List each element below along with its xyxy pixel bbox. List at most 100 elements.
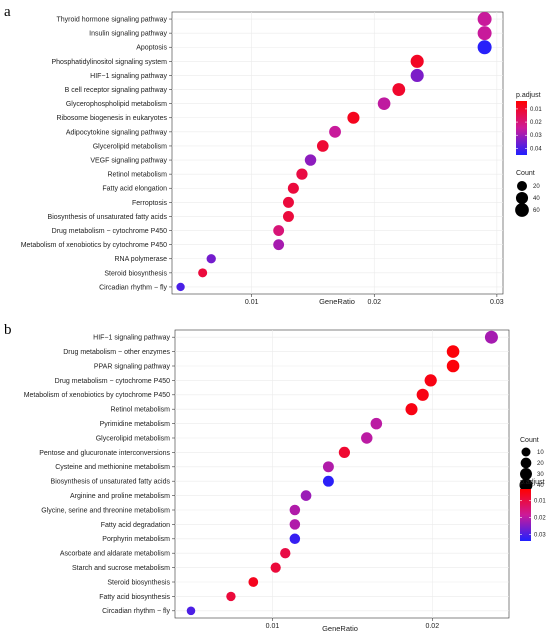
panel-b-y-tick-label: Retinol metabolism — [110, 407, 170, 414]
panel-a-color-legend-label: 0.02 — [530, 120, 542, 126]
panel-a-x-tick-label: 0.03 — [490, 299, 504, 306]
panel-a-point — [477, 12, 492, 27]
panel-b-point — [370, 417, 383, 430]
panel-b-y-tick-labels: HIF−1 signaling pathway Drug metabolism −… — [24, 335, 175, 615]
panel-b-size-legend-dot — [519, 478, 533, 492]
panel-b-point — [280, 548, 291, 559]
panel-a-points — [176, 12, 492, 292]
panel-a-point — [206, 254, 216, 264]
panel-b-point — [405, 403, 418, 416]
panel-a-point — [377, 97, 391, 110]
panel-b-y-tick-label: Pyrimidine metabolism — [100, 421, 171, 428]
panel-b-point — [270, 562, 281, 573]
panel-a-point — [410, 54, 424, 68]
panel-a-size-legend-label: 20 — [533, 184, 540, 190]
panel-b-points — [186, 330, 498, 616]
panel-a-point — [329, 125, 341, 138]
panel-a-point — [198, 268, 208, 278]
panel-a-y-tick-label: B cell receptor signaling pathway — [65, 87, 168, 94]
panel-a-size-legend-dot — [515, 191, 529, 205]
panel-b-size-legend: Count 10 20 30 40 — [519, 437, 544, 492]
panel-b-point — [416, 388, 429, 401]
panel-b-x-ticks: 0.01 0.02 — [266, 618, 439, 630]
panel-a-plot-area — [171, 11, 504, 295]
panel-b-plot-area — [174, 329, 510, 619]
panel-b-point — [361, 432, 373, 444]
panel-a-y-tick-label: Phosphatidylinositol signaling system — [51, 59, 167, 66]
panel-b-size-legend-dot — [520, 468, 532, 480]
panel-b-y-tick-label: Glycine, serine and threonine metabolism — [41, 507, 170, 514]
panel-b-point — [446, 359, 460, 373]
panel-a-color-bar — [516, 101, 527, 155]
panel-b-color-legend: p.adjust 0.01 0.02 0.03 — [520, 479, 546, 541]
panel-b-color-legend-title: p.adjust — [520, 479, 545, 486]
panel-b-point — [446, 345, 460, 358]
panel-b-y-tick-label: Ascorbate and aldarate metabolism — [60, 551, 170, 558]
panel-a-y-tick-label: Insulin signaling pathway — [89, 31, 167, 38]
panel-b-y-tick-label: PPAR signaling pathway — [94, 363, 171, 370]
panel-b-y-tick-label: Porphyrin metabolism — [102, 536, 170, 543]
panel-b-size-legend-label: 30 — [537, 472, 544, 478]
panel-b-point — [322, 461, 334, 473]
panel-b-size-legend-dot — [520, 457, 532, 469]
panel-a-y-tick-label: Thyroid hormone signaling pathway — [56, 16, 167, 23]
panel-b-tag: b — [4, 322, 12, 338]
panel-b-x-axis-title: GeneRatio — [322, 624, 358, 633]
panel-a-y-tick-label: Drug metabolism − cytochrome P450 — [52, 228, 167, 235]
panel-b-point — [300, 490, 312, 501]
panel-b-point — [322, 475, 334, 487]
panel-b-y-tick-label: Arginine and proline metabolism — [70, 493, 170, 500]
panel-b: b HIF−1 signaling pathway Drug metabolism… — [4, 322, 546, 633]
panel-a-color-legend-label: 0.01 — [530, 107, 542, 113]
panel-a-point — [282, 210, 294, 222]
panel-b-y-tick-label: Pentose and glucuronate interconversions — [39, 450, 170, 457]
panel-b-x-tick-label: 0.01 — [266, 623, 280, 630]
panel-b-y-tick-label: Fatty acid biosynthesis — [99, 594, 170, 601]
panel-b-size-legend-dot — [521, 447, 531, 457]
panel-b-y-tick-label: Glycerolipid metabolism — [96, 435, 170, 442]
panel-b-y-tick-label: Circadian rhythm − fly — [102, 608, 170, 615]
panel-a-gridlines — [172, 12, 503, 294]
panel-a-size-legend-label: 40 — [533, 196, 540, 202]
panel-a-y-tick-label: Adipocytokine signaling pathway — [66, 129, 168, 136]
panel-a-y-tick-label: RNA polymerase — [114, 256, 167, 263]
panel-a-x-tick-label: 0.01 — [245, 299, 259, 306]
panel-b-y-tick-label: HIF−1 signaling pathway — [93, 335, 170, 342]
panel-b-y-tick-label: Steroid biosynthesis — [107, 579, 170, 586]
panel-a-y-tick-label: Ribosome biogenesis in eukaryotes — [56, 115, 167, 122]
panel-a-point — [316, 140, 329, 152]
panel-a-x-ticks: 0.01 0.02 0.03 — [245, 294, 504, 306]
panel-a-size-legend: Count 20 40 60 — [515, 170, 540, 217]
panel-a-point — [392, 83, 406, 96]
panel-b-color-legend-label: 0.02 — [534, 516, 546, 522]
panel-a-y-tick-label: Metabolism of xenobiotics by cytochrome … — [21, 242, 167, 249]
panel-a-point — [273, 225, 285, 236]
panel-a-y-tick-label: Circadian rhythm − fly — [99, 284, 167, 291]
panel-b-point — [289, 519, 301, 530]
panel-a-size-legend-dot — [515, 203, 529, 217]
panel-a-y-tick-label: Fatty acid elongation — [102, 186, 167, 193]
panel-b-y-tick-label: Drug metabolism − other enzymes — [63, 349, 170, 356]
panel-a-y-tick-label: VEGF signaling pathway — [90, 157, 167, 164]
panel-b-gridlines — [175, 330, 509, 618]
panel-a-color-legend-label: 0.04 — [530, 146, 542, 152]
panel-a-color-legend: p.adjust 0.01 0.02 0.03 0.04 — [516, 92, 542, 155]
panel-a-point — [296, 168, 308, 180]
panel-b-y-tick-label: Metabolism of xenobiotics by cytochrome … — [24, 392, 170, 399]
panel-a-y-tick-label: Ferroptosis — [132, 200, 168, 207]
panel-b-size-legend-title: Count — [520, 437, 539, 444]
panel-a-point — [477, 26, 492, 41]
panel-a-y-tick-label: Retinol metabolism — [107, 172, 167, 179]
panel-b-color-bar — [520, 489, 531, 541]
panel-a-x-tick-label: 0.02 — [367, 299, 381, 306]
panel-b-y-tick-label: Biosynthesis of unsaturated fatty acids — [51, 479, 171, 486]
panel-b-point — [338, 446, 350, 458]
panel-a-point — [282, 196, 294, 208]
panel-b-y-tick-label: Starch and sucrose metabolism — [72, 565, 170, 572]
panel-b-y-tick-label: Drug metabolism − cytochrome P450 — [55, 378, 170, 385]
panel-a-size-legend-title: Count — [516, 170, 535, 177]
panel-a-y-tick-label: Glycerolipid metabolism — [93, 143, 167, 150]
panel-b-y-tick-label: Fatty acid degradation — [101, 522, 170, 529]
panel-a-point — [287, 182, 299, 194]
